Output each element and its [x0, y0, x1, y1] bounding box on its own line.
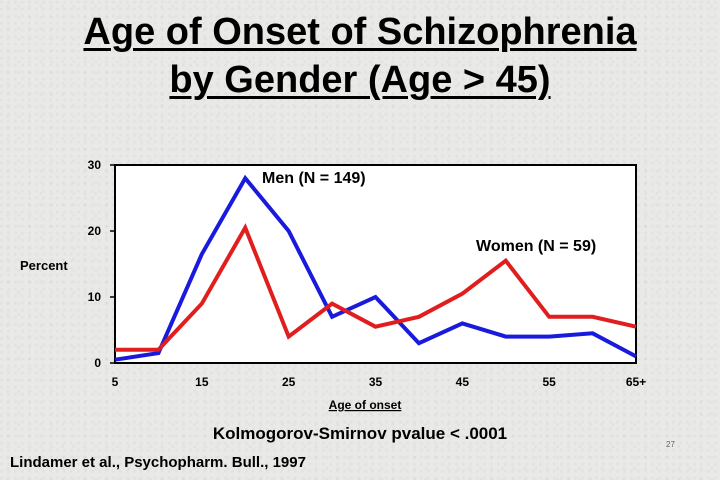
pvalue-note: Kolmogorov-Smirnov pvalue < .0001	[212, 424, 508, 443]
y-tick-label: 0	[94, 356, 101, 370]
y-tick-label: 10	[88, 290, 102, 304]
slide-number: 27	[666, 440, 675, 449]
x-tick-label: 65+	[626, 375, 646, 389]
x-tick-label: 15	[195, 375, 209, 389]
x-tick-label: 5	[112, 375, 119, 389]
series-line-women	[115, 223, 637, 352]
y-tick-label: 20	[88, 224, 102, 238]
x-tick-label: 45	[456, 375, 470, 389]
slide-title: Age of Onset of Schizophrenia by Gender …	[0, 8, 720, 104]
x-axis-label: Age of onset	[329, 398, 402, 412]
title-line-2: by Gender (Age > 45)	[169, 59, 551, 101]
legend-men: Men (N = 149)	[262, 170, 366, 187]
x-tick-label: 25	[282, 375, 296, 389]
y-tick-label: 30	[88, 158, 102, 172]
series-line-men	[114, 174, 637, 362]
y-axis: 0 10 20 30	[88, 158, 115, 370]
x-tick-label: 55	[542, 375, 556, 389]
title-line-1: Age of Onset of Schizophrenia	[83, 11, 637, 53]
series-lines	[114, 174, 637, 362]
legend-women: Women (N = 59)	[476, 238, 596, 255]
x-axis: 5 15 25 35 45 55 65+	[112, 375, 647, 389]
plot-area	[114, 164, 637, 364]
citation: Lindamer et al., Psychopharm. Bull., 199…	[10, 454, 306, 471]
y-axis-label: Percent	[20, 258, 68, 273]
x-tick-label: 35	[369, 375, 383, 389]
